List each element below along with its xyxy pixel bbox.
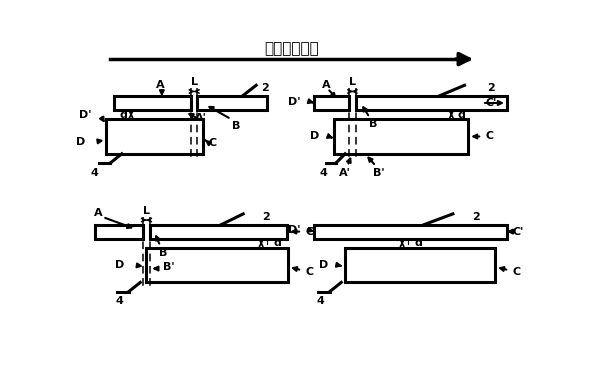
Text: C: C bbox=[305, 267, 313, 277]
Bar bbox=[314, 225, 507, 239]
Text: D: D bbox=[75, 137, 85, 147]
Text: C': C' bbox=[305, 227, 317, 237]
Text: 2: 2 bbox=[263, 212, 270, 222]
Text: 4: 4 bbox=[317, 296, 324, 306]
Text: L: L bbox=[191, 77, 197, 87]
Bar bbox=[197, 96, 267, 110]
Text: 4: 4 bbox=[116, 296, 123, 306]
Text: 2: 2 bbox=[487, 83, 495, 93]
Bar bbox=[106, 119, 203, 154]
Text: B: B bbox=[369, 119, 377, 129]
Text: 2: 2 bbox=[472, 212, 480, 222]
Text: A: A bbox=[321, 80, 330, 89]
Bar bbox=[333, 119, 468, 154]
Text: d: d bbox=[415, 238, 422, 248]
Text: D': D' bbox=[78, 110, 91, 120]
Text: d: d bbox=[119, 110, 127, 120]
Text: C: C bbox=[512, 267, 520, 277]
Bar bbox=[114, 96, 191, 110]
Text: d: d bbox=[273, 238, 281, 248]
Text: D': D' bbox=[288, 225, 301, 235]
Text: 2: 2 bbox=[261, 83, 269, 93]
Text: B: B bbox=[159, 248, 168, 258]
Bar bbox=[95, 225, 144, 239]
Text: A: A bbox=[156, 80, 165, 89]
Text: d: d bbox=[458, 110, 466, 120]
Text: D: D bbox=[115, 260, 124, 270]
Text: C': C' bbox=[485, 98, 496, 108]
Text: C': C' bbox=[512, 227, 524, 237]
Text: B': B' bbox=[162, 262, 174, 272]
Text: 4: 4 bbox=[91, 168, 99, 178]
Text: A: A bbox=[94, 208, 103, 218]
Text: B': B' bbox=[373, 168, 385, 178]
Bar bbox=[345, 248, 495, 282]
Bar bbox=[146, 248, 288, 282]
Text: C: C bbox=[485, 132, 493, 141]
Text: D': D' bbox=[288, 97, 301, 107]
Bar bbox=[356, 96, 507, 110]
Text: C: C bbox=[209, 138, 217, 149]
Text: B: B bbox=[232, 121, 240, 131]
Text: L: L bbox=[143, 206, 150, 216]
Text: A': A' bbox=[339, 168, 351, 178]
Text: L: L bbox=[349, 77, 356, 87]
Text: A': A' bbox=[195, 113, 207, 123]
Text: 4: 4 bbox=[320, 168, 327, 178]
Bar bbox=[314, 96, 349, 110]
Text: D: D bbox=[319, 260, 328, 270]
Bar bbox=[149, 225, 288, 239]
Text: 列车行进方向: 列车行进方向 bbox=[264, 41, 318, 56]
Text: D: D bbox=[311, 132, 320, 141]
